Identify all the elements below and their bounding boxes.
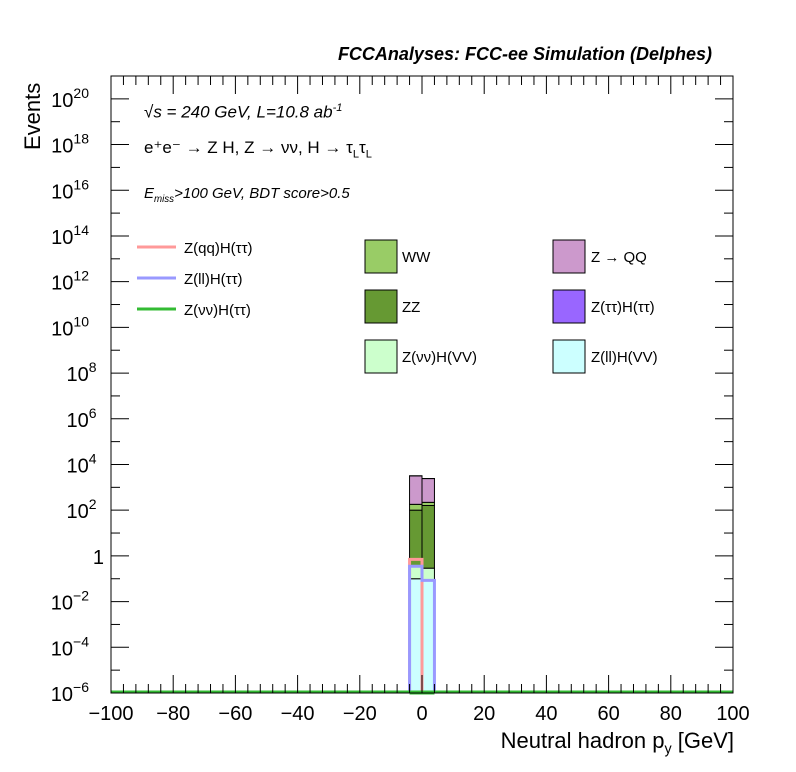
y-tick-exponent: 4 — [89, 450, 97, 466]
y-tick-exponent: 10 — [73, 313, 89, 329]
x-axis-label-sub: y — [664, 741, 672, 758]
x-tick-label: 80 — [660, 703, 682, 725]
annotation-selection-text: >100 GeV, BDT score>0.5 — [174, 185, 350, 202]
bar-1-1 — [421, 567, 435, 581]
y-tick-exponent: −4 — [73, 633, 89, 649]
y-tick-label: 10−4 — [51, 633, 89, 660]
legend-line-label: Z(ll)H(ττ) — [184, 271, 243, 288]
x-axis-label-text: Neutral hadron p — [500, 728, 665, 753]
legend-box-col1-label: WW — [402, 249, 431, 266]
y-tick-label: 1020 — [51, 85, 89, 112]
bar-3-0 — [409, 503, 423, 511]
legend-box-col2-label: Z → QQ — [591, 249, 647, 266]
y-tick-exponent: 2 — [89, 496, 97, 512]
y-tick-exponent: 8 — [89, 359, 97, 375]
y-tick-exponent: 12 — [73, 268, 89, 284]
legend-box-col1-swatch — [364, 289, 398, 324]
y-tick-label: 1014 — [51, 222, 89, 249]
axis-tick-labels: −100 −80 −60 −40 −20 0 20 40 60 80 10010−610−410−2… — [51, 85, 750, 725]
legend-box-col1-label: Z(νν)H(VV) — [402, 349, 477, 366]
x-axis-label-unit: [GeV] — [671, 728, 734, 753]
y-tick-label: 1 — [93, 547, 104, 569]
annotation-energy-lumi-text: √s = 240 GeV, L=10.8 ab — [144, 102, 333, 122]
bar-4-1 — [421, 478, 435, 503]
y-tick-exponent: 20 — [73, 85, 89, 101]
signal-line-1 — [408, 564, 436, 693]
y-tick-label: 108 — [66, 359, 96, 386]
legend-line-label: Z(qq)H(ττ) — [184, 240, 253, 257]
y-tick-label: 106 — [66, 405, 96, 432]
x-tick-label: −100 — [88, 703, 133, 725]
y-tick-exponent: −6 — [73, 679, 89, 695]
y-tick-label: 10−6 — [51, 679, 89, 706]
x-tick-label: −80 — [156, 703, 190, 725]
annotation-energy-lumi-exp: -1 — [332, 102, 343, 114]
legend: Z(qq)H(ττ) Z(ll)H(ττ) Z(νν)H(ττ) WW ZZ Z(νν)H… — [137, 239, 658, 374]
annotation-process-sub2: L — [365, 148, 372, 161]
signal-histograms — [111, 557, 733, 695]
y-tick-label: 10−2 — [51, 588, 89, 615]
chart-title: FCCAnalyses: FCC-ee Simulation (Delphes) — [337, 44, 712, 64]
y-tick-exponent: 14 — [73, 222, 89, 238]
annotation-process-text: e⁺e⁻ → Z H, Z → νν, H → τ — [144, 138, 353, 157]
legend-line-label: Z(νν)H(ττ) — [184, 302, 251, 319]
y-tick-label: 1018 — [51, 131, 89, 158]
legend-box-col2-swatch — [552, 289, 586, 324]
legend-box-col1-swatch — [364, 239, 398, 274]
legend-box-col2-label: Z(ll)H(VV) — [591, 349, 658, 366]
y-tick-label: 104 — [66, 450, 96, 477]
annotation-process-sub: L — [352, 148, 360, 161]
x-tick-label: 0 — [416, 703, 427, 725]
legend-box-col2-swatch — [552, 339, 586, 374]
bar-1-0 — [409, 565, 423, 580]
y-tick-label: 1016 — [51, 176, 89, 203]
x-axis-label: Neutral hadron py [GeV] — [501, 728, 734, 757]
y-tick-label: 1010 — [51, 313, 89, 340]
legend-box-col2-label: Z(ττ)H(ττ) — [591, 299, 655, 316]
y-tick-exponent: 18 — [73, 131, 89, 147]
y-tick-label: 1012 — [51, 268, 89, 295]
annotation-energy-lumi: √s = 240 GeV, L=10.8 ab-1 — [144, 102, 342, 123]
bar-2-0 — [409, 509, 423, 567]
x-tick-label: 60 — [597, 703, 619, 725]
legend-box-col1-swatch — [364, 339, 398, 374]
bar-0-0 — [409, 578, 423, 694]
y-tick-exponent: 6 — [89, 405, 97, 421]
annotation-process: e⁺e⁻ → Z H, Z → νν, H → τLτL — [144, 138, 372, 160]
axis-ticks — [110, 75, 734, 694]
y-tick-label: 102 — [66, 496, 96, 523]
y-axis-label: Events — [20, 82, 45, 150]
x-tick-label: −60 — [218, 703, 252, 725]
bar-4-0 — [409, 475, 423, 505]
legend-box-col2-swatch — [552, 239, 586, 274]
annotation-process-tail: τ — [359, 138, 366, 157]
bar-0-1 — [421, 579, 435, 694]
x-tick-label: 40 — [535, 703, 557, 725]
x-tick-label: −40 — [281, 703, 315, 725]
x-tick-label: 20 — [473, 703, 495, 725]
x-tick-label: 100 — [716, 703, 749, 725]
y-tick-exponent: −2 — [73, 588, 89, 604]
annotation-selection: Emiss>100 GeV, BDT score>0.5 — [144, 185, 350, 205]
annotation-selection-sub: miss — [154, 194, 175, 205]
legend-box-col1-label: ZZ — [402, 299, 420, 316]
y-tick-exponent: 16 — [73, 176, 89, 192]
bar-2-1 — [421, 505, 435, 569]
annotation-selection-e: E — [144, 185, 155, 202]
x-tick-label: −20 — [343, 703, 377, 725]
